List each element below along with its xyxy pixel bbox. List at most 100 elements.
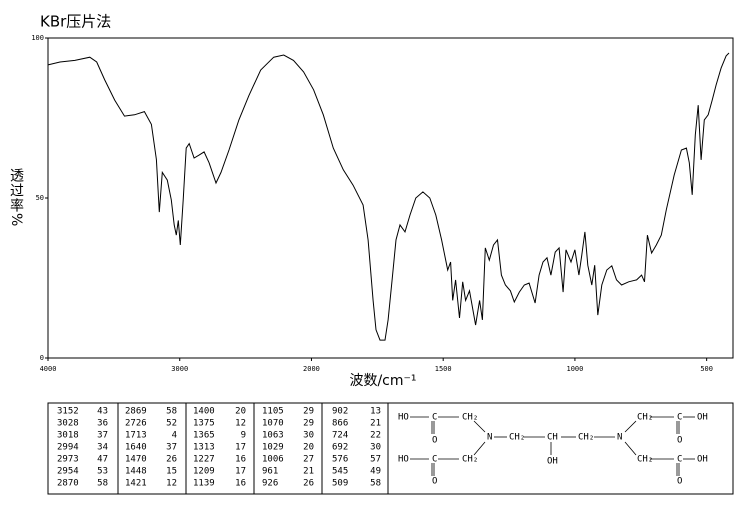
x-tick-label: 3000 xyxy=(171,365,188,373)
table-cell: 36 xyxy=(97,419,108,429)
structure-label: CH₂ xyxy=(578,433,594,443)
table-cell: 29 xyxy=(303,407,314,417)
table-cell: 26 xyxy=(303,479,314,489)
table-cell: 2870 xyxy=(57,479,79,489)
table-cell: 2869 xyxy=(125,407,147,417)
x-tick-label: 2000 xyxy=(303,365,320,373)
table-frame xyxy=(47,402,734,495)
structure-label: OH xyxy=(697,413,708,423)
table-cell: 1713 xyxy=(125,431,147,441)
x-tick-label: 1000 xyxy=(566,365,583,373)
x-tick-label: 4000 xyxy=(40,365,57,373)
table-cell: 2973 xyxy=(57,455,79,465)
table-cell: 545 xyxy=(332,467,348,477)
table-cell: 58 xyxy=(370,479,381,489)
table-cell: 21 xyxy=(303,467,314,477)
table-cell: 576 xyxy=(332,455,348,465)
table-cell: 1227 xyxy=(193,455,215,465)
table-cell: 34 xyxy=(97,443,108,453)
table-cell: 12 xyxy=(166,479,177,489)
table-cell: 43 xyxy=(97,407,108,417)
bond xyxy=(624,420,637,433)
structure-label: CH xyxy=(547,433,558,443)
structure-label: HO xyxy=(398,413,409,423)
table-cell: 866 xyxy=(332,419,348,429)
table-cell: 17 xyxy=(235,443,246,453)
table-cell: 13 xyxy=(370,407,381,417)
table-cell: 21 xyxy=(370,419,381,429)
table-cell: 20 xyxy=(303,443,314,453)
table-cell: 1470 xyxy=(125,455,147,465)
table-cell: 692 xyxy=(332,443,348,453)
table-cell: 1375 xyxy=(193,419,215,429)
table-cell: 2726 xyxy=(125,419,147,429)
table-cell: 16 xyxy=(235,479,246,489)
table-cell: 724 xyxy=(332,431,348,441)
table-cell: 47 xyxy=(97,455,108,465)
structure-label: C xyxy=(432,455,437,465)
table-cell: 37 xyxy=(166,443,177,453)
table-cell: 30 xyxy=(303,431,314,441)
table-cell: 2954 xyxy=(57,467,79,477)
table-cell: 29 xyxy=(303,419,314,429)
table-cell: 902 xyxy=(332,407,348,417)
table-cell: 53 xyxy=(97,467,108,477)
structure-label: O xyxy=(432,477,437,487)
structure-label: O xyxy=(677,477,682,487)
table-cell: 4 xyxy=(172,431,177,441)
table-cell: 58 xyxy=(166,407,177,417)
table-cell: 57 xyxy=(370,455,381,465)
structure-label: N xyxy=(617,433,622,443)
structure-label: CH₂ xyxy=(462,455,478,465)
structure-label: OH xyxy=(697,455,708,465)
table-cell: 2994 xyxy=(57,443,79,453)
structure-label: CH₂ xyxy=(637,413,653,423)
table-cell: 1421 xyxy=(125,479,147,489)
structure-label: CH₂ xyxy=(462,413,478,423)
y-tick-label: 100 xyxy=(31,34,44,42)
table-cell: 3152 xyxy=(57,407,79,417)
table-cell: 26 xyxy=(166,455,177,465)
table-cell: 9 xyxy=(241,431,246,441)
table-cell: 1063 xyxy=(262,431,284,441)
table-cell: 1139 xyxy=(193,479,215,489)
y-tick-label: 50 xyxy=(36,194,44,202)
structure-label: C xyxy=(677,413,682,423)
x-tick-label: 1500 xyxy=(435,365,452,373)
bond xyxy=(624,441,637,456)
structure-label: N xyxy=(487,433,492,443)
table-cell: 30 xyxy=(370,443,381,453)
table-cell: 17 xyxy=(235,467,246,477)
table-cell: 1209 xyxy=(193,467,215,477)
table-cell: 1105 xyxy=(262,407,284,417)
structure-label: C xyxy=(432,413,437,423)
table-cell: 1365 xyxy=(193,431,215,441)
table-cell: 58 xyxy=(97,479,108,489)
spectrum-line xyxy=(47,52,730,341)
structure-label: C xyxy=(677,455,682,465)
table-cell: 22 xyxy=(370,431,381,441)
chart-title: KBr压片法 xyxy=(40,13,111,31)
table-cell: 3018 xyxy=(57,431,79,441)
plot-frame xyxy=(47,37,734,359)
structure-label: CH₂ xyxy=(637,455,653,465)
y-axis-label: 透过率% xyxy=(8,168,24,228)
table-cell: 1400 xyxy=(193,407,215,417)
x-axis-label: 波数/cm⁻¹ xyxy=(349,373,416,389)
table-cell: 37 xyxy=(97,431,108,441)
table-cell: 1313 xyxy=(193,443,215,453)
table-cell: 926 xyxy=(262,479,278,489)
table-cell: 1448 xyxy=(125,467,147,477)
bond xyxy=(473,420,486,433)
table-cell: 12 xyxy=(235,419,246,429)
table-cell: 1029 xyxy=(262,443,284,453)
table-cell: 27 xyxy=(303,455,314,465)
structure-label: CH₂ xyxy=(509,433,525,443)
table-cell: 1070 xyxy=(262,419,284,429)
table-cell: 16 xyxy=(235,455,246,465)
table-cell: 3028 xyxy=(57,419,79,429)
structure-label: OH xyxy=(547,457,558,467)
structure-label: O xyxy=(677,436,682,446)
